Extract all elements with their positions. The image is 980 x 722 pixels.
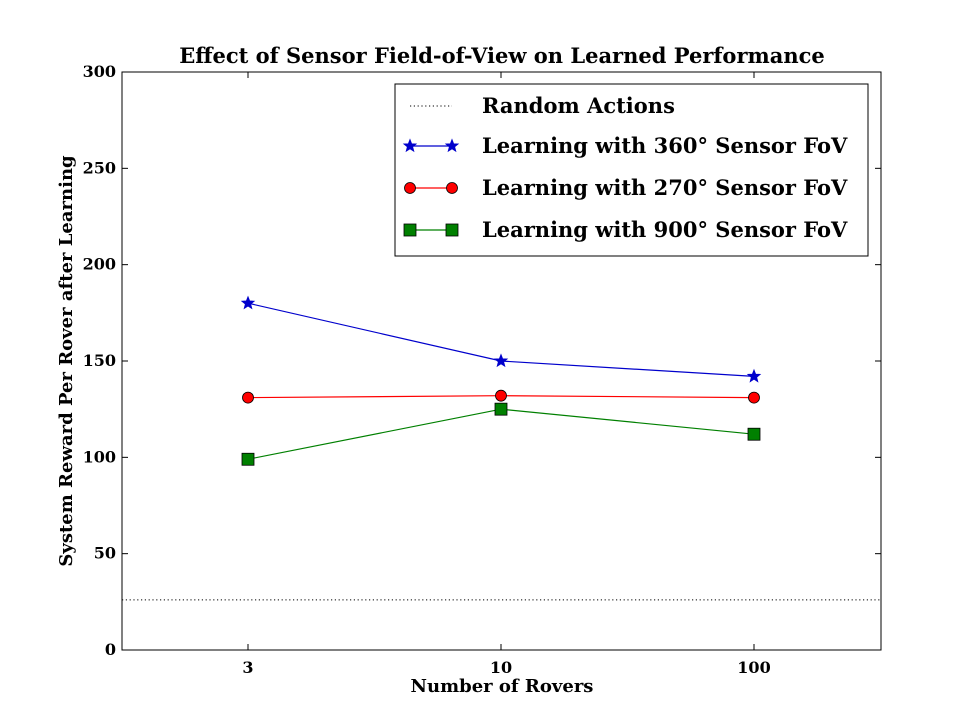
y-tick-label: 300 xyxy=(83,62,116,81)
data-point-2-1 xyxy=(495,403,507,415)
x-tick-label: 10 xyxy=(490,658,512,677)
legend-marker-2-b xyxy=(446,224,458,236)
x-tick-label: 100 xyxy=(737,658,770,677)
series-line-0 xyxy=(248,303,754,376)
legend-marker-2-a xyxy=(404,224,416,236)
legend-label-1: Learning with 360° Sensor FoV xyxy=(482,133,848,158)
data-point-1-0 xyxy=(243,392,254,403)
legend-marker-1-a xyxy=(405,183,416,194)
y-tick-label: 150 xyxy=(83,351,116,370)
data-point-1-2 xyxy=(749,392,760,403)
y-tick-label: 250 xyxy=(83,158,116,177)
data-point-2-2 xyxy=(748,428,760,440)
legend-label-0: Random Actions xyxy=(482,93,675,118)
series-line-2 xyxy=(248,409,754,459)
y-tick-label: 50 xyxy=(94,544,116,563)
data-point-1-1 xyxy=(496,390,507,401)
y-tick-label: 0 xyxy=(105,640,116,659)
legend: Random Actions Learning with 360° Sensor … xyxy=(395,84,868,256)
data-point-0-2 xyxy=(748,370,760,382)
data-point-2-0 xyxy=(242,453,254,465)
data-point-0-1 xyxy=(495,355,507,367)
legend-marker-1-b xyxy=(447,183,458,194)
y-tick-label: 100 xyxy=(83,447,116,466)
legend-label-2: Learning with 270° Sensor FoV xyxy=(482,175,848,200)
data-point-0-0 xyxy=(242,297,254,309)
x-axis-label: Number of Rovers xyxy=(411,676,594,697)
y-tick-label: 200 xyxy=(83,255,116,274)
x-tick-label: 3 xyxy=(242,658,253,677)
chart-title: Effect of Sensor Field-of-View on Learne… xyxy=(179,43,825,68)
y-axis-label: System Reward Per Rover after Learning xyxy=(56,155,77,567)
legend-label-3: Learning with 900° Sensor FoV xyxy=(482,217,848,242)
